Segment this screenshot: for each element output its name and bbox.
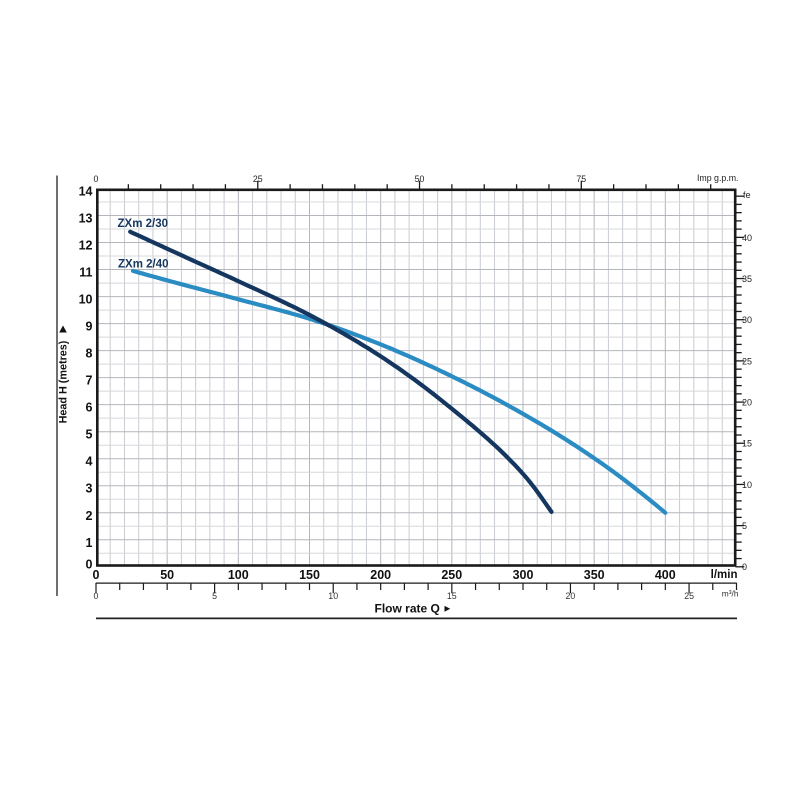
svg-text:100: 100 xyxy=(228,568,249,582)
svg-text:fe: fe xyxy=(743,190,751,200)
svg-text:15: 15 xyxy=(447,591,457,601)
svg-text:15: 15 xyxy=(742,439,752,449)
svg-text:10: 10 xyxy=(742,480,752,490)
svg-text:0: 0 xyxy=(742,562,747,572)
svg-text:0: 0 xyxy=(94,174,99,184)
svg-text:20: 20 xyxy=(566,591,576,601)
svg-text:30: 30 xyxy=(742,315,752,325)
svg-text:35: 35 xyxy=(742,274,752,284)
svg-text:1: 1 xyxy=(86,536,93,550)
svg-text:9: 9 xyxy=(86,320,93,334)
svg-text:0: 0 xyxy=(86,557,93,571)
svg-text:5: 5 xyxy=(212,591,217,601)
svg-text:50: 50 xyxy=(415,174,425,184)
svg-text:13: 13 xyxy=(79,212,93,226)
svg-text:50: 50 xyxy=(160,568,174,582)
svg-text:Head H (metres): Head H (metres) xyxy=(58,340,70,423)
svg-text:10: 10 xyxy=(79,293,93,307)
svg-text:350: 350 xyxy=(584,568,605,582)
svg-text:8: 8 xyxy=(86,347,93,361)
svg-text:300: 300 xyxy=(513,568,534,582)
svg-text:4: 4 xyxy=(86,455,93,469)
svg-text:400: 400 xyxy=(655,568,676,582)
svg-text:25: 25 xyxy=(253,174,263,184)
svg-text:75: 75 xyxy=(576,174,586,184)
svg-text:20: 20 xyxy=(742,398,752,408)
svg-text:Flow rate Q: Flow rate Q xyxy=(375,602,440,616)
svg-text:2: 2 xyxy=(86,509,93,523)
svg-text:14: 14 xyxy=(79,185,93,199)
svg-text:40: 40 xyxy=(742,233,752,243)
svg-text:0: 0 xyxy=(94,591,99,601)
svg-text:6: 6 xyxy=(86,401,93,415)
svg-text:Imp g.p.m.: Imp g.p.m. xyxy=(697,173,739,183)
svg-text:250: 250 xyxy=(441,568,462,582)
svg-text:7: 7 xyxy=(86,374,93,388)
svg-text:11: 11 xyxy=(79,266,92,280)
svg-text:5: 5 xyxy=(86,428,93,442)
svg-text:ZXm 2/30: ZXm 2/30 xyxy=(118,218,169,230)
svg-text:5: 5 xyxy=(742,521,747,531)
svg-text:25: 25 xyxy=(742,356,752,366)
svg-text:m³/h: m³/h xyxy=(722,589,739,599)
svg-text:3: 3 xyxy=(86,482,93,496)
svg-text:ZXm 2/40: ZXm 2/40 xyxy=(118,258,169,270)
svg-text:l/min: l/min xyxy=(711,569,738,581)
svg-text:12: 12 xyxy=(79,239,93,253)
svg-text:0: 0 xyxy=(93,568,100,582)
svg-text:150: 150 xyxy=(299,568,320,582)
svg-text:10: 10 xyxy=(328,591,338,601)
svg-text:200: 200 xyxy=(370,568,391,582)
svg-text:25: 25 xyxy=(684,591,694,601)
